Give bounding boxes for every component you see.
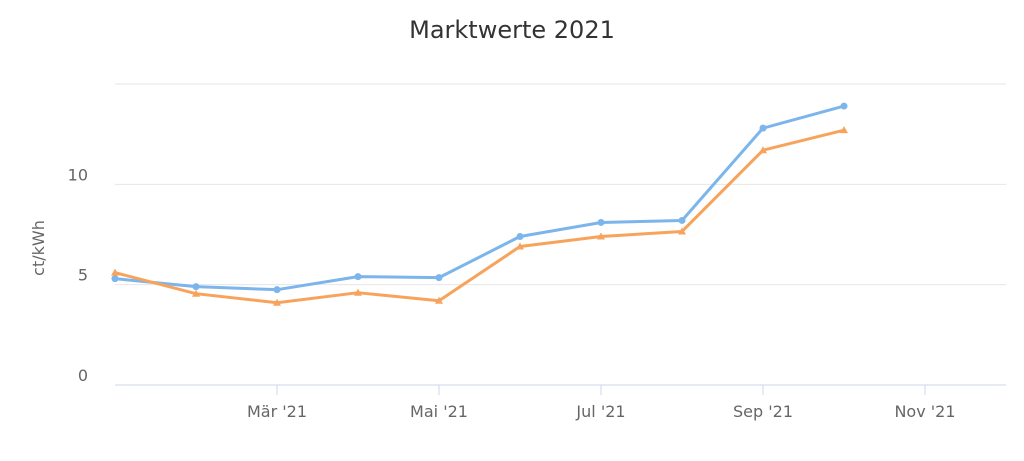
data-point xyxy=(840,126,848,134)
series-line xyxy=(113,128,846,305)
data-point xyxy=(354,288,362,296)
data-point xyxy=(111,268,119,276)
data-point xyxy=(435,274,443,282)
y-tick-label: 0 xyxy=(78,366,88,385)
data-point xyxy=(759,124,767,132)
y-tick-label: 10 xyxy=(68,165,88,184)
series-line xyxy=(113,104,846,292)
data-point xyxy=(435,296,443,304)
data-point xyxy=(273,286,281,294)
data-point xyxy=(840,102,848,110)
y-axis-label: ct/kWh xyxy=(29,220,48,276)
series-2 xyxy=(111,126,848,306)
x-tick-label: Mär '21 xyxy=(247,402,307,421)
data-point xyxy=(759,146,767,154)
data-point xyxy=(192,289,200,297)
data-point xyxy=(516,242,524,250)
y-axis: 0 5 10 xyxy=(68,165,88,385)
data-point xyxy=(678,216,686,224)
x-tick-label: Jul '21 xyxy=(575,402,625,421)
series-1 xyxy=(111,102,848,294)
x-axis: Mär '21 Mai '21 Jul '21 Sep '21 Nov '21 xyxy=(115,384,1006,421)
data-point xyxy=(597,218,605,226)
data-point xyxy=(516,233,524,241)
data-point xyxy=(678,227,686,235)
x-tick-label: Nov '21 xyxy=(894,402,955,421)
data-point xyxy=(597,232,605,240)
series-group xyxy=(111,102,848,306)
chart-title: Marktwerte 2021 xyxy=(409,16,615,44)
data-point xyxy=(111,275,119,283)
data-point xyxy=(192,283,200,291)
x-tick-label: Mai '21 xyxy=(410,402,468,421)
x-tick-label: Sep '21 xyxy=(733,402,793,421)
data-point xyxy=(354,273,362,281)
data-point xyxy=(273,298,281,306)
y-tick-label: 5 xyxy=(78,266,88,285)
grid xyxy=(115,83,1006,286)
